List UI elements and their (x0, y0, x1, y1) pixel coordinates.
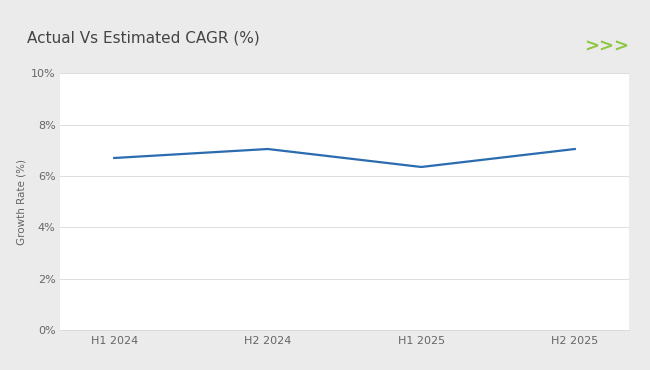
Y-axis label: Growth Rate (%): Growth Rate (%) (17, 159, 27, 245)
Text: >>>: >>> (584, 38, 629, 56)
Text: Actual Vs Estimated CAGR (%): Actual Vs Estimated CAGR (%) (27, 31, 260, 46)
